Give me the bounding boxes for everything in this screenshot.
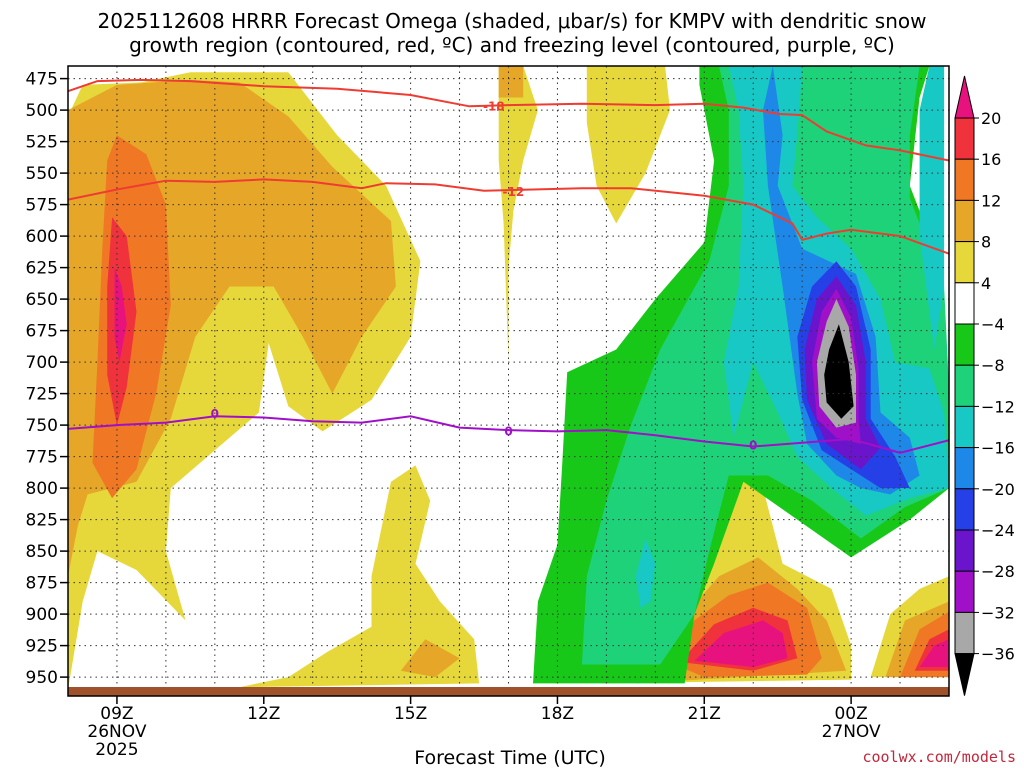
omega-shading: [68, 66, 949, 690]
omega-region-12: [400, 639, 460, 678]
omega-region-2: [498, 66, 538, 363]
colorbar-band-bottom: [954, 653, 975, 696]
x-axis-label: Forecast Time (UTC): [414, 747, 605, 768]
y-tick-label: 675: [26, 322, 58, 342]
colorbar-band: [954, 158, 975, 201]
colorbar-band: [954, 117, 975, 160]
colorbar-band: [954, 199, 975, 243]
x-tick-label: 12Z: [247, 704, 280, 724]
colorbar-tick-label: −36: [981, 645, 1015, 664]
omega-region-24: [919, 639, 949, 667]
colorbar-tick-label: −24: [981, 521, 1015, 540]
y-tick-label: 875: [26, 574, 58, 594]
x-tick-date: 27NOV: [822, 722, 881, 742]
y-tick-label: 775: [26, 448, 58, 468]
colorbar-tick-label: −16: [981, 439, 1015, 458]
omega-region-3: [586, 66, 670, 224]
colorbar-band: [954, 447, 975, 490]
y-tick-label: 600: [26, 227, 58, 247]
y-tick-label: 475: [26, 70, 58, 90]
omega-region-21: [114, 267, 127, 363]
omega-region-8: [498, 66, 524, 98]
omega-region-35: [824, 324, 854, 419]
colorbar-band: [954, 364, 975, 407]
colorbar-tick-label: −4: [981, 315, 1005, 334]
y-tick-label: 700: [26, 353, 58, 373]
colorbar-tick-label: −8: [981, 356, 1005, 375]
chart-title-line1: 2025112608 HRRR Forecast Omega (shaded, …: [97, 9, 926, 33]
plot-grid: [68, 66, 949, 696]
colorbar-tick-label: −20: [981, 480, 1015, 499]
site-credit: coolwx.com/models: [862, 748, 1016, 766]
colorbar-band-top: [954, 75, 975, 119]
colorbar-band: [954, 611, 975, 655]
dgz-contour-0-label: -18: [483, 99, 505, 113]
omega-region-1: [239, 465, 480, 688]
y-tick-label: 925: [26, 637, 58, 657]
y-tick-label: 750: [26, 416, 58, 436]
y-tick-label: 900: [26, 605, 58, 625]
freezing-level-contour-label: 0: [749, 438, 757, 452]
colorbar-band: [954, 405, 975, 449]
chart-title-line2: growth region (contoured, red, ºC) and f…: [129, 33, 895, 57]
x-tick-label: 15Z: [394, 704, 427, 724]
y-tick-label: 575: [26, 196, 58, 216]
x-tick-label: 18Z: [541, 704, 574, 724]
colorbar-band: [954, 323, 975, 366]
dgz-contour-0: [68, 78, 949, 162]
colorbar-tick-label: 8: [981, 233, 991, 252]
y-tick-label: 850: [26, 542, 58, 562]
colorbar-tick-label: −12: [981, 397, 1015, 416]
colorbar-band: [954, 529, 975, 572]
omega-colorbar: 20 16 12 8 4 −4 −8 −12 −16 −20 −24 −28 −32 −36: [954, 75, 1015, 696]
colorbar-tick-label: 16: [981, 150, 1001, 169]
colorbar-tick-label: −28: [981, 562, 1015, 581]
omega-region-28: [919, 66, 945, 350]
terrain-strip: [68, 687, 949, 696]
x-tick-label: 00Z: [834, 704, 867, 724]
y-tick-label: 550: [26, 164, 58, 184]
y-tick-label: 800: [26, 479, 58, 499]
y-tick-label: 625: [26, 259, 58, 279]
y-tick-label: 500: [26, 101, 58, 121]
x-tick-date: 26NOV: [87, 722, 146, 742]
colorbar-band: [954, 570, 975, 613]
colorbar-tick-label: 12: [981, 191, 1001, 210]
y-tick-label: 525: [26, 133, 58, 153]
y-tick-label: 725: [26, 385, 58, 405]
plot-frame: [67, 65, 950, 697]
dgz-contour-1-label: -12: [503, 185, 525, 199]
colorbar-band: [954, 488, 975, 531]
freezing-level-contour-label: 0: [504, 424, 512, 438]
colorbar-band: [954, 282, 975, 325]
y-tick-label: 650: [26, 290, 58, 310]
dgz-contour-1: [68, 178, 949, 255]
omega-region-22: [694, 620, 788, 667]
freezing-level-contour-label: 0: [211, 407, 219, 421]
freezing-level-contour: [68, 415, 949, 454]
colorbar-band: [954, 241, 975, 284]
y-tick-label: 825: [26, 511, 58, 531]
colorbar-tick-label: −32: [981, 603, 1015, 622]
x-tick-year: 2025: [95, 740, 138, 760]
x-tick-label: 09Z: [100, 704, 133, 724]
omega-region-29: [635, 538, 656, 608]
colorbar-tick-label: 20: [981, 109, 1001, 128]
y-tick-label: 950: [26, 668, 58, 688]
x-tick-label: 21Z: [688, 704, 721, 724]
colorbar-tick-label: 4: [981, 274, 991, 293]
temperature-contours: -18 -12 0 0 0: [68, 78, 949, 454]
pressure-axis: 475 500 525 550 575 600 625 650 675 700 725 750 775 8…: [26, 70, 68, 688]
